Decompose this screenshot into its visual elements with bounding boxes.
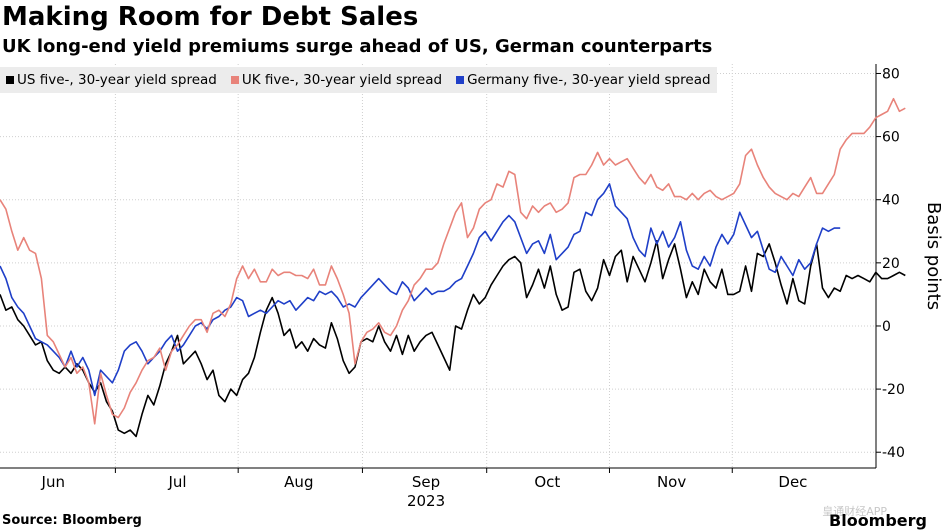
series-line-us xyxy=(0,240,906,438)
source-note: Source: Bloomberg xyxy=(2,513,142,528)
series-line-germany xyxy=(0,183,841,397)
legend-item-germany: Germany five-, 30-year yield spread xyxy=(456,72,711,88)
x-tick-label: Aug xyxy=(284,473,313,491)
x-tick-label: Jun xyxy=(41,473,65,491)
chart-subtitle: UK long-end yield premiums surge ahead o… xyxy=(2,36,713,57)
y-tick-label: 40 xyxy=(882,193,900,209)
legend-swatch-uk xyxy=(230,76,239,84)
x-tick-label: Oct xyxy=(534,473,560,491)
x-year-label: 2023 xyxy=(407,492,445,510)
x-tick-label: Sep xyxy=(412,473,440,491)
bloomberg-logo: Bloomberg xyxy=(829,511,927,530)
y-axis-title: Basis points xyxy=(923,202,944,310)
x-tick-label: Jul xyxy=(167,473,186,491)
x-tick-label: Dec xyxy=(778,473,807,491)
legend-item-uk: UK five-, 30-year yield spread xyxy=(230,72,443,88)
series-line-uk xyxy=(0,97,906,425)
chart-title: Making Room for Debt Sales xyxy=(2,2,419,32)
legend-swatch-us xyxy=(6,76,14,84)
chart-legend: US five-, 30-year yield spread UK five-,… xyxy=(0,67,717,93)
watermark-text: 皇通财经APP xyxy=(822,505,887,518)
legend-label-germany: Germany five-, 30-year yield spread xyxy=(467,72,711,88)
y-tick-label: 80 xyxy=(882,66,900,82)
y-tick-label: 20 xyxy=(882,256,900,272)
legend-label-us: US five-, 30-year yield spread xyxy=(17,72,217,88)
y-tick-label: -20 xyxy=(882,382,905,398)
x-tick-label: Nov xyxy=(657,473,686,491)
y-tick-label: -40 xyxy=(882,445,905,461)
y-tick-label: 0 xyxy=(882,319,891,335)
legend-swatch-germany xyxy=(456,76,465,84)
legend-item-us: US five-, 30-year yield spread xyxy=(6,72,217,88)
y-tick-label: 60 xyxy=(882,130,900,146)
legend-label-uk: UK five-, 30-year yield spread xyxy=(241,72,443,88)
